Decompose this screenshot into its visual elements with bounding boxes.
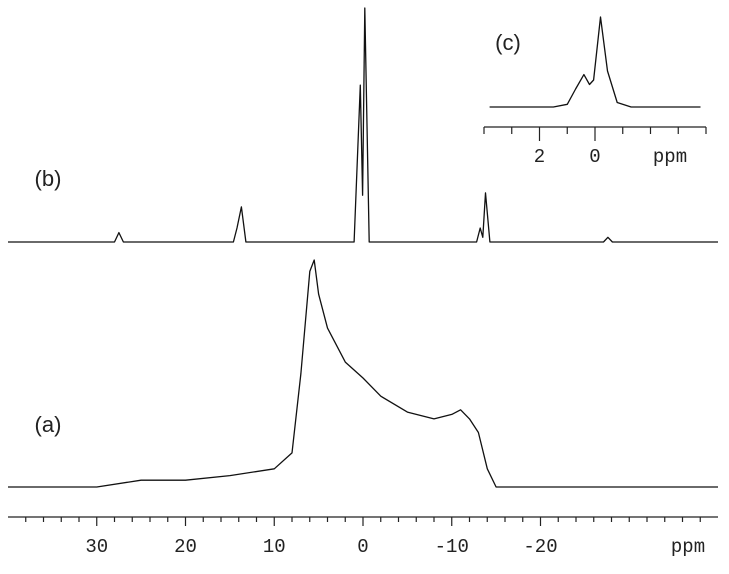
x-tick-label: 10 — [263, 536, 286, 558]
spectrum-trace — [489, 16, 701, 108]
x-tick-label: 2 — [534, 146, 545, 168]
spectrum-trace — [8, 259, 718, 488]
trace-label: (c) — [495, 30, 521, 55]
spectrum-trace — [8, 7, 718, 243]
x-tick-label: 20 — [174, 536, 197, 558]
x-tick-label: -20 — [523, 536, 557, 558]
x-tick-label: 0 — [589, 146, 600, 168]
trace-label: (a) — [35, 412, 62, 437]
x-axis-label: ppm — [671, 536, 705, 558]
x-tick-label: 0 — [357, 536, 368, 558]
x-axis-label: ppm — [653, 146, 687, 168]
trace-label: (b) — [35, 166, 62, 191]
x-tick-label: -10 — [435, 536, 469, 558]
x-tick-label: 30 — [85, 536, 108, 558]
